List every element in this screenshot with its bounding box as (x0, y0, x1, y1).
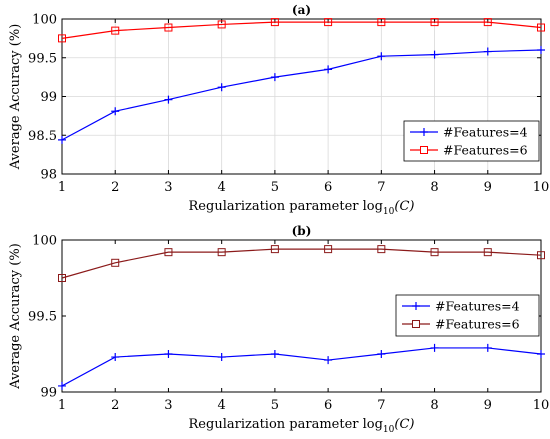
x-tick-label: 7 (377, 180, 385, 195)
legend-label: #Features=4 (435, 299, 520, 314)
x-tick-label: 8 (430, 180, 438, 195)
x-tick-label: 6 (324, 180, 332, 195)
data-point (111, 107, 120, 116)
x-tick-label: 5 (271, 398, 279, 413)
data-point (537, 23, 545, 32)
data-point (270, 73, 279, 82)
data-point (164, 350, 173, 358)
data-point (164, 23, 173, 32)
x-axis-label: Regularization parameter log10(C) (189, 199, 415, 217)
data-point (430, 343, 439, 352)
y-tick-label: 98 (40, 168, 57, 183)
data-point (324, 245, 333, 254)
y-axis-label: Average Accuracy (%) (8, 24, 23, 171)
x-tick-label: 9 (484, 398, 492, 413)
chart-1: 1 2 3 4 5 6 7 8 9 10 99 99.5 100 (b) Regularization pa… (8, 224, 549, 435)
x-tick-label: 2 (111, 398, 119, 413)
data-point (483, 18, 492, 27)
data-point (324, 65, 333, 74)
data-point (58, 34, 66, 43)
data-point (217, 83, 226, 92)
data-point (58, 381, 66, 390)
data-point (58, 135, 66, 144)
legend: #Features=4 #Features=6 (403, 120, 540, 162)
series-line-1 (61, 21, 542, 39)
chart-title: (b) (292, 224, 312, 238)
data-point (58, 274, 66, 282)
legend-box (403, 120, 540, 162)
data-point (111, 26, 120, 35)
data-point (270, 18, 279, 27)
y-tick-label: 99 (40, 386, 57, 401)
data-point (270, 350, 279, 358)
data-point (483, 47, 492, 56)
data-point (430, 18, 439, 27)
x-tick-label: 4 (218, 398, 226, 413)
legend-label: #Features=4 (443, 125, 528, 140)
data-point (217, 248, 226, 257)
y-tick-label: 99.5 (28, 310, 57, 325)
x-axis-label: Regularization parameter log10(C) (189, 417, 415, 435)
x-tick-label: 5 (271, 180, 279, 195)
y-tick-label: 100 (32, 234, 57, 249)
series-line-0 (61, 347, 542, 387)
data-point (111, 258, 120, 267)
legend-marker (420, 128, 428, 136)
data-point (377, 245, 386, 254)
x-tick-label: 8 (430, 398, 438, 413)
data-point (217, 20, 226, 29)
series-line-0 (61, 49, 542, 141)
data-point (324, 356, 333, 365)
data-point (483, 343, 492, 352)
data-point (377, 350, 386, 358)
legend-marker (412, 302, 420, 310)
data-point (111, 353, 120, 362)
data-point (537, 251, 545, 260)
series-line-1 (61, 248, 542, 279)
data-point (324, 18, 333, 27)
data-point (164, 248, 173, 257)
data-point (430, 50, 439, 59)
x-tick-label: 9 (484, 180, 492, 195)
y-tick-label: 99.5 (28, 51, 57, 66)
data-point (537, 350, 545, 358)
x-tick-label: 10 (533, 180, 550, 195)
legend: #Features=4 #Features=6 (395, 294, 540, 337)
y-axis-label: Average Accuracy (%) (8, 243, 23, 390)
legend-label: #Features=6 (443, 143, 528, 158)
x-tick-label: 3 (164, 180, 172, 195)
legend-marker (420, 146, 428, 154)
legend-box (395, 294, 540, 337)
data-point (430, 248, 439, 257)
data-point (164, 95, 173, 104)
chart-0: 1 2 3 4 5 6 7 8 9 10 98 98.5 99 99.5 100 (a) Regularizat… (8, 3, 549, 217)
x-tick-label: 4 (218, 180, 226, 195)
x-tick-label: 6 (324, 398, 332, 413)
x-tick-label: 1 (58, 180, 66, 195)
chart-title: (a) (292, 3, 311, 17)
data-point (377, 52, 386, 61)
x-tick-label: 3 (164, 398, 172, 413)
legend-marker (412, 320, 420, 328)
data-point (217, 353, 226, 362)
x-tick-label: 10 (533, 398, 550, 413)
data-point (483, 248, 492, 257)
y-tick-label: 98.5 (28, 129, 57, 144)
x-tick-label: 1 (58, 398, 66, 413)
data-point (537, 46, 545, 54)
x-tick-label: 7 (377, 398, 385, 413)
x-tick-label: 2 (111, 180, 119, 195)
legend-label: #Features=6 (435, 317, 520, 332)
data-point (377, 18, 386, 27)
y-tick-label: 100 (32, 13, 57, 28)
y-tick-label: 99 (40, 90, 57, 105)
data-point (270, 245, 279, 254)
